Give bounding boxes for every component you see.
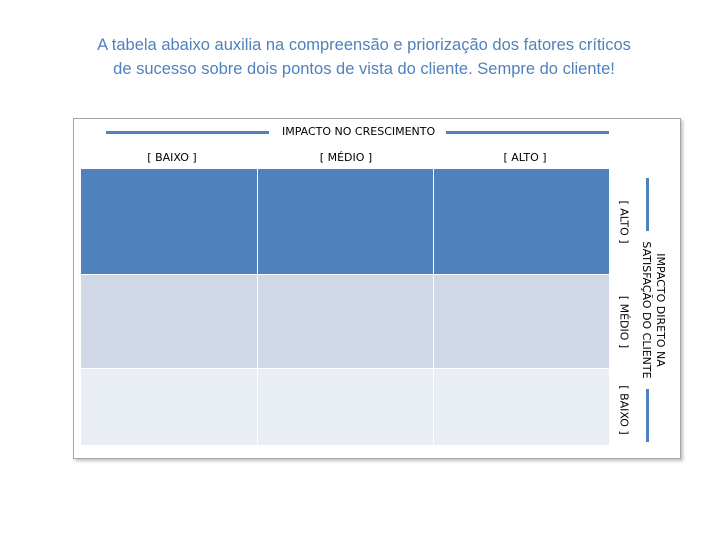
- x-level-low: [ BAIXO ]: [147, 151, 197, 164]
- y-axis-title-line-2: SATISFAÇÃO DO CLIENTE: [640, 241, 653, 379]
- y-axis-line-bottom: [646, 389, 649, 442]
- intro-text: A tabela abaixo auxilia na compreensão e…: [40, 33, 688, 81]
- intro-line-2: de sucesso sobre dois pontos de vista do…: [113, 60, 615, 78]
- intro-line-1: A tabela abaixo auxilia na compreensão e…: [97, 36, 631, 54]
- matrix-cell: [81, 169, 258, 275]
- matrix-cell: [434, 275, 610, 369]
- matrix-cell: [258, 275, 434, 369]
- matrix-cell: [258, 369, 434, 446]
- y-level-low: [ BAIXO ]: [617, 385, 631, 435]
- x-axis-line-left: [106, 131, 269, 134]
- y-axis-line-top: [646, 178, 649, 231]
- y-level-high: [ ALTO ]: [617, 200, 631, 244]
- matrix-cell: [258, 169, 434, 275]
- y-axis-title: IMPACTO DIRETO NA SATISFAÇÃO DO CLIENTE: [639, 241, 667, 378]
- x-axis-title: IMPACTO NO CRESCIMENTO: [282, 125, 436, 138]
- y-level-mid: [ MÉDIO ]: [617, 295, 631, 349]
- matrix-cell: [81, 369, 258, 446]
- matrix-cell: [434, 169, 610, 275]
- matrix-cell: [81, 275, 258, 369]
- x-axis-line-right: [446, 131, 609, 134]
- x-level-mid: [ MÉDIO ]: [319, 151, 373, 164]
- priority-matrix: [81, 169, 610, 446]
- x-level-high: [ ALTO ]: [503, 151, 547, 164]
- matrix-cell: [434, 369, 610, 446]
- y-axis-title-line-1: IMPACTO DIRETO NA: [654, 253, 667, 367]
